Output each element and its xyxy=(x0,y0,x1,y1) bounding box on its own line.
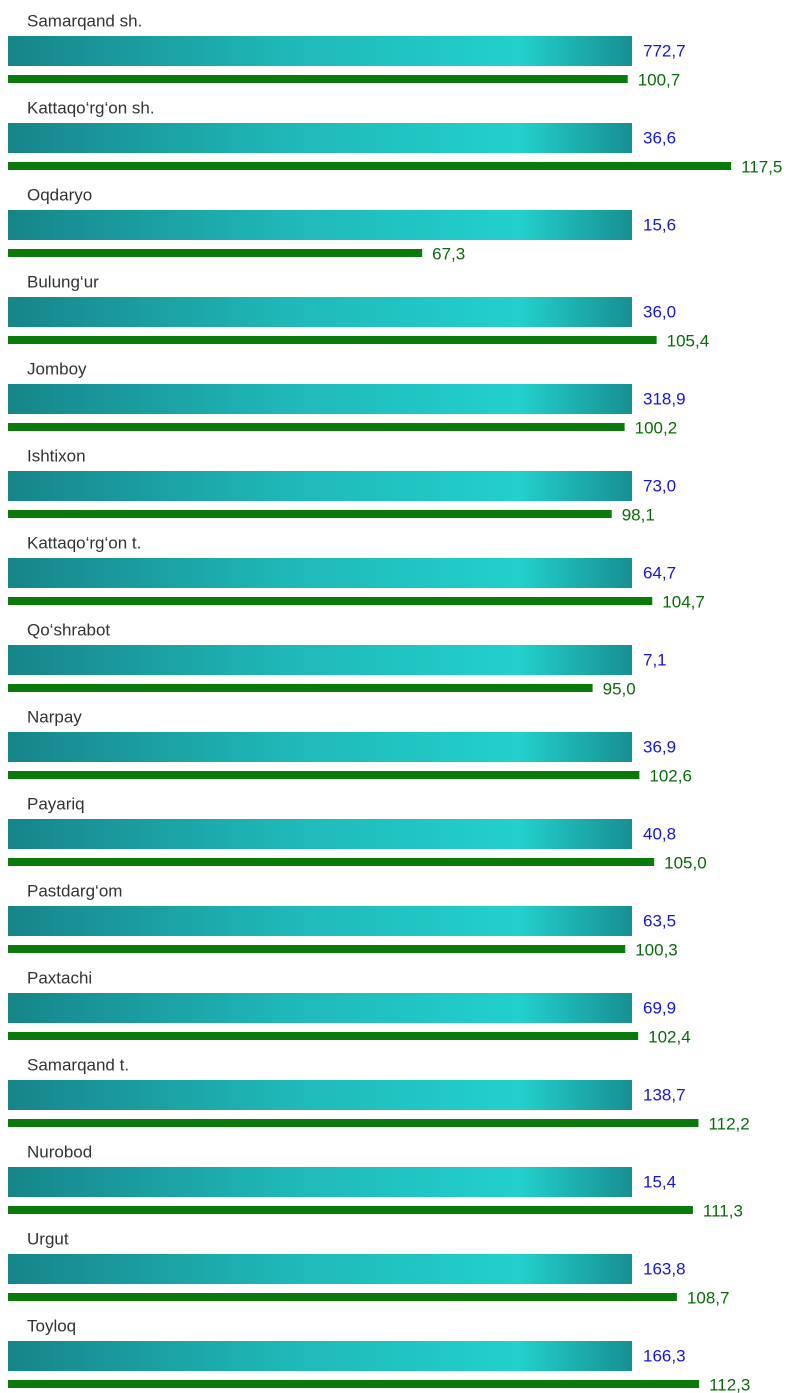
value-label: 64,7 xyxy=(643,563,676,582)
category-label: Nurobod xyxy=(27,1142,92,1161)
value-label: 102,4 xyxy=(648,1027,691,1046)
value-label: 111,3 xyxy=(703,1201,743,1220)
bar-growth xyxy=(8,945,626,953)
value-label: 95,0 xyxy=(603,679,636,698)
bar-volume xyxy=(8,1341,632,1371)
bar-volume xyxy=(8,993,632,1023)
value-label: 69,9 xyxy=(643,998,676,1017)
value-label: 40,8 xyxy=(643,824,676,843)
value-label: 105,0 xyxy=(664,853,707,872)
bar-growth xyxy=(8,1206,693,1214)
value-label: 117,5 xyxy=(741,157,782,176)
category-label: Urgut xyxy=(27,1229,69,1248)
bar-growth xyxy=(8,336,657,344)
value-label: 104,7 xyxy=(662,592,705,611)
category-label: Qo‘shrabot xyxy=(27,620,110,639)
value-label: 15,6 xyxy=(643,215,676,234)
bar-volume xyxy=(8,906,632,936)
value-label: 318,9 xyxy=(643,389,686,408)
value-label: 100,2 xyxy=(635,418,678,437)
value-label: 138,7 xyxy=(643,1085,686,1104)
bar-growth xyxy=(8,597,653,605)
value-label: 67,3 xyxy=(432,244,465,263)
value-label: 15,4 xyxy=(643,1172,676,1191)
value-label: 108,7 xyxy=(687,1288,730,1307)
category-label: Pastdarg‘om xyxy=(27,881,122,900)
category-label: Ishtixon xyxy=(27,446,86,465)
category-label: Kattaqo‘rg‘on t. xyxy=(27,533,141,552)
bar-volume xyxy=(8,1254,632,1284)
category-label: Jomboy xyxy=(27,359,87,378)
bar-volume xyxy=(8,471,632,501)
value-label: 63,5 xyxy=(643,911,676,930)
bar-growth xyxy=(8,1032,639,1040)
bar-volume xyxy=(8,123,632,153)
bar-volume xyxy=(8,819,632,849)
bar-volume xyxy=(8,645,632,675)
value-label: 36,9 xyxy=(643,737,676,756)
value-label: 100,3 xyxy=(635,940,678,959)
bar-volume xyxy=(8,558,632,588)
value-label: 36,0 xyxy=(643,302,676,321)
bar-volume xyxy=(8,297,632,327)
value-label: 36,6 xyxy=(643,128,676,147)
value-label: 102,6 xyxy=(649,766,692,785)
bar-volume xyxy=(8,1080,632,1110)
bar-growth xyxy=(8,771,640,779)
value-label: 100,7 xyxy=(638,70,681,89)
value-label: 105,4 xyxy=(667,331,710,350)
category-label: Bulung‘ur xyxy=(27,272,99,291)
value-label: 73,0 xyxy=(643,476,676,495)
bar-growth xyxy=(8,423,625,431)
value-label: 98,1 xyxy=(622,505,655,524)
bar-growth xyxy=(8,1119,699,1127)
category-label: Narpay xyxy=(27,707,82,726)
category-label: Kattaqo‘rg‘on sh. xyxy=(27,98,155,117)
value-label: 166,3 xyxy=(643,1346,686,1365)
bar-volume xyxy=(8,732,632,762)
bar-growth xyxy=(8,1293,677,1301)
bar-growth xyxy=(8,162,732,170)
value-label: 772,7 xyxy=(643,41,686,60)
bar-growth xyxy=(8,1380,700,1388)
bar-growth xyxy=(8,684,593,692)
value-label: 112,2 xyxy=(708,1114,749,1133)
bar-volume xyxy=(8,384,632,414)
category-label: Samarqand sh. xyxy=(27,11,142,30)
bar-growth xyxy=(8,75,628,83)
value-label: 7,1 xyxy=(643,650,667,669)
category-label: Oqdaryo xyxy=(27,185,92,204)
category-label: Toyloq xyxy=(27,1316,76,1335)
category-label: Payariq xyxy=(27,794,85,813)
category-label: Samarqand t. xyxy=(27,1055,129,1074)
bar-growth xyxy=(8,858,655,866)
bar-volume xyxy=(8,210,632,240)
bar-volume xyxy=(8,36,632,66)
bar-growth xyxy=(8,510,612,518)
bar-volume xyxy=(8,1167,632,1197)
category-label: Paxtachi xyxy=(27,968,92,987)
value-label: 163,8 xyxy=(643,1259,686,1278)
bar-growth xyxy=(8,249,423,257)
value-label: 112,3 xyxy=(709,1375,750,1393)
